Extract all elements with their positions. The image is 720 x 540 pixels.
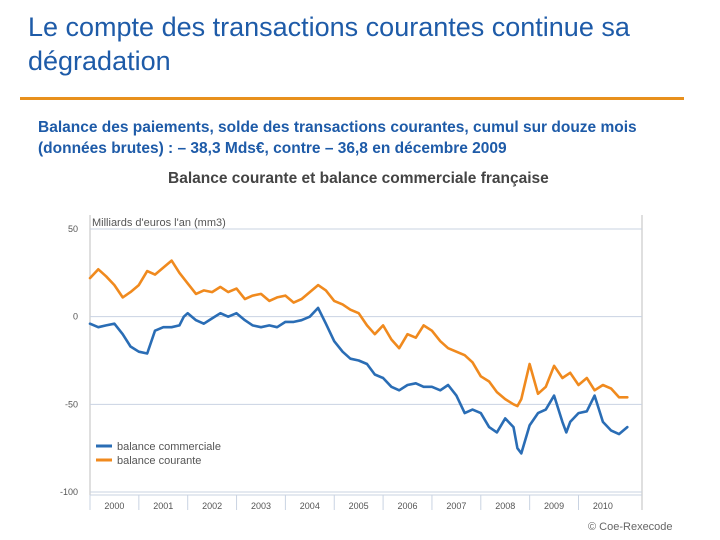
y-tick-label: -50: [65, 399, 78, 409]
title-divider: [20, 97, 684, 100]
chart-title: Balance courante et balance commerciale …: [168, 170, 549, 187]
y-axis-title: Milliards d'euros l'an (mm3): [92, 217, 226, 229]
legend-label: balance commerciale: [117, 441, 221, 453]
x-tick-label: 2002: [202, 501, 222, 511]
source-credit: © Coe-Rexecode: [588, 521, 673, 533]
slide-subtitle: Balance des paiements, solde des transac…: [38, 119, 637, 157]
y-tick-label: -100: [60, 487, 78, 497]
x-tick-label: 2009: [544, 501, 564, 511]
x-tick-label: 2004: [300, 501, 320, 511]
y-tick-label: 0: [73, 312, 78, 322]
x-tick-label: 2007: [446, 501, 466, 511]
x-tick-label: 2000: [104, 501, 124, 511]
x-tick-label: 2001: [153, 501, 173, 511]
x-tick-label: 2005: [349, 501, 369, 511]
x-tick-label: 2008: [495, 501, 515, 511]
y-tick-label: 50: [68, 224, 78, 234]
series-line-balance-commerciale: [88, 306, 629, 455]
slide-title: Le compte des transactions courantes con…: [28, 12, 630, 76]
x-tick-label: 2006: [398, 501, 418, 511]
x-tick-label: 2003: [251, 501, 271, 511]
x-tick-label: 2010: [593, 501, 613, 511]
series-line-balance-courante: [88, 259, 629, 408]
legend-label: balance courante: [117, 455, 201, 467]
